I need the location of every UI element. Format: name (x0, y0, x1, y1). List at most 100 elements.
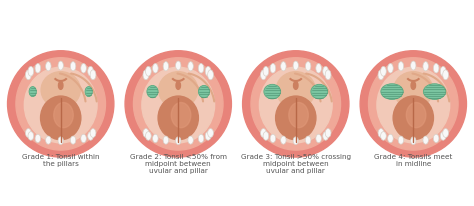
Ellipse shape (176, 82, 181, 90)
Ellipse shape (410, 62, 416, 71)
Ellipse shape (188, 136, 193, 144)
Ellipse shape (26, 70, 31, 80)
Ellipse shape (24, 68, 97, 143)
Ellipse shape (251, 59, 340, 150)
Ellipse shape (261, 129, 266, 138)
Ellipse shape (205, 132, 211, 140)
Ellipse shape (70, 136, 76, 144)
Ellipse shape (159, 72, 198, 109)
Ellipse shape (88, 67, 93, 77)
Ellipse shape (26, 129, 31, 138)
Ellipse shape (171, 103, 191, 128)
Ellipse shape (134, 59, 223, 150)
Ellipse shape (205, 67, 211, 77)
Ellipse shape (90, 70, 96, 80)
Ellipse shape (146, 67, 151, 77)
Ellipse shape (125, 52, 231, 157)
Ellipse shape (143, 129, 149, 138)
Ellipse shape (8, 52, 114, 157)
Ellipse shape (381, 84, 403, 100)
Ellipse shape (381, 67, 386, 77)
Ellipse shape (35, 135, 41, 143)
Ellipse shape (368, 59, 458, 150)
Ellipse shape (153, 135, 158, 143)
Text: Grade 2: Tonsil <50% from
midpoint between
uvular and pillar: Grade 2: Tonsil <50% from midpoint betwe… (130, 153, 227, 173)
Ellipse shape (54, 103, 73, 128)
Ellipse shape (88, 132, 93, 140)
Ellipse shape (293, 62, 299, 71)
Ellipse shape (263, 67, 269, 77)
Ellipse shape (29, 87, 36, 97)
Ellipse shape (28, 132, 34, 140)
Ellipse shape (316, 64, 321, 74)
Ellipse shape (281, 136, 286, 144)
Ellipse shape (423, 136, 428, 144)
Ellipse shape (276, 72, 315, 109)
Ellipse shape (378, 70, 384, 80)
Ellipse shape (264, 85, 281, 99)
Ellipse shape (46, 62, 51, 71)
Ellipse shape (175, 137, 181, 145)
Ellipse shape (360, 52, 466, 157)
Ellipse shape (433, 135, 439, 143)
Ellipse shape (16, 59, 106, 150)
Ellipse shape (398, 136, 404, 144)
Ellipse shape (443, 70, 448, 80)
Ellipse shape (41, 97, 81, 140)
Ellipse shape (433, 64, 439, 74)
Ellipse shape (325, 129, 331, 138)
Ellipse shape (81, 135, 86, 143)
Ellipse shape (163, 136, 169, 144)
Ellipse shape (281, 62, 286, 71)
Ellipse shape (311, 85, 328, 99)
Text: Grade 3: Tonsil >50% crossing
midpoint between
uvular and pillar: Grade 3: Tonsil >50% crossing midpoint b… (241, 153, 351, 173)
Ellipse shape (293, 82, 298, 90)
Ellipse shape (81, 64, 86, 74)
Ellipse shape (58, 82, 63, 90)
Ellipse shape (41, 72, 80, 109)
Ellipse shape (90, 129, 96, 138)
Ellipse shape (411, 82, 416, 90)
Ellipse shape (198, 135, 204, 143)
Ellipse shape (316, 135, 321, 143)
Ellipse shape (147, 86, 158, 98)
Ellipse shape (410, 137, 416, 145)
Ellipse shape (198, 64, 204, 74)
Ellipse shape (394, 72, 433, 109)
Text: Grade 4: Tonsils meet
in midline: Grade 4: Tonsils meet in midline (374, 153, 453, 166)
Ellipse shape (440, 67, 446, 77)
Ellipse shape (208, 70, 213, 80)
Ellipse shape (28, 67, 34, 77)
Ellipse shape (305, 136, 311, 144)
Ellipse shape (58, 137, 64, 145)
Ellipse shape (35, 64, 41, 74)
Ellipse shape (289, 103, 309, 128)
Ellipse shape (393, 97, 433, 140)
Ellipse shape (275, 97, 316, 140)
Text: Grade 1: Tonsil within
the pillars: Grade 1: Tonsil within the pillars (22, 153, 100, 166)
Ellipse shape (323, 67, 328, 77)
Ellipse shape (388, 135, 393, 143)
Ellipse shape (305, 62, 311, 71)
Ellipse shape (58, 62, 64, 71)
Ellipse shape (85, 87, 92, 97)
Ellipse shape (163, 62, 169, 71)
Ellipse shape (381, 132, 386, 140)
Ellipse shape (270, 64, 276, 74)
Ellipse shape (406, 103, 426, 128)
Ellipse shape (423, 62, 428, 71)
Ellipse shape (325, 70, 331, 80)
Ellipse shape (398, 62, 404, 71)
Ellipse shape (259, 68, 332, 143)
Ellipse shape (70, 62, 76, 71)
Ellipse shape (443, 129, 448, 138)
Ellipse shape (143, 70, 149, 80)
Ellipse shape (199, 86, 210, 98)
Ellipse shape (323, 132, 328, 140)
Ellipse shape (175, 62, 181, 71)
Ellipse shape (388, 64, 393, 74)
Ellipse shape (270, 135, 276, 143)
Ellipse shape (263, 132, 269, 140)
Ellipse shape (440, 132, 446, 140)
Ellipse shape (146, 132, 151, 140)
